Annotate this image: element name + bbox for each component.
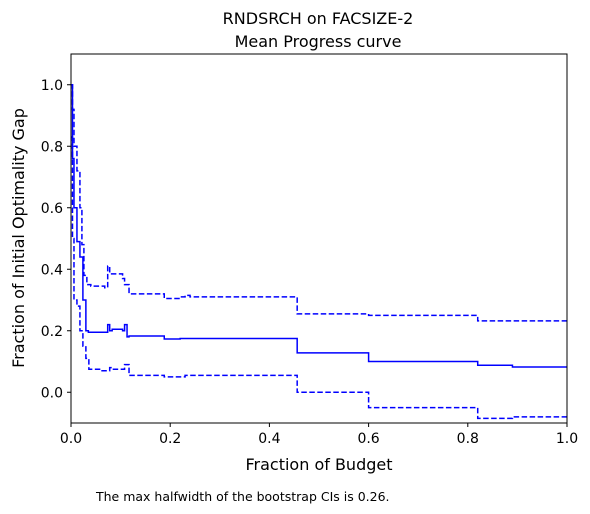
x-axis-ticks: 0.0 0.2 0.4 0.6 0.8 1.0: [60, 423, 578, 447]
chart-subtitle: Mean Progress curve: [235, 32, 402, 51]
bootstrap-ci-note: The max halfwidth of the bootstrap CIs i…: [95, 489, 390, 504]
y-tick-label: 0.2: [41, 324, 63, 340]
y-axis-label: Fraction of Initial Optimality Gap: [9, 108, 28, 368]
series-layer: [71, 84, 567, 420]
chart-title: RNDSRCH on FACSIZE-2: [223, 9, 414, 28]
mean-progress-line: [71, 84, 567, 368]
y-axis-ticks: 0.0 0.2 0.4 0.6 0.8 1.0: [41, 78, 71, 401]
x-axis-label: Fraction of Budget: [245, 455, 392, 474]
x-tick-label: 1.0: [556, 431, 578, 447]
y-tick-label: 0.6: [41, 201, 63, 217]
plot-frame: [70, 53, 568, 424]
x-tick-label: 0.8: [457, 431, 479, 447]
y-tick-label: 0.4: [41, 262, 63, 278]
x-tick-label: 0.4: [258, 431, 280, 447]
x-tick-label: 0.0: [60, 431, 82, 447]
y-tick-label: 1.0: [41, 78, 63, 94]
y-tick-label: 0.0: [41, 385, 63, 401]
x-tick-label: 0.2: [159, 431, 181, 447]
upper-ci-line: [71, 84, 567, 322]
x-tick-label: 0.6: [357, 431, 379, 447]
lower-ci-line: [71, 136, 567, 420]
plot-area: 0.0 0.2 0.4 0.6 0.8 1.0 0.0 0.2 0.4 0.6 0.8 1.0: [41, 53, 578, 447]
y-tick-label: 0.8: [41, 139, 63, 155]
